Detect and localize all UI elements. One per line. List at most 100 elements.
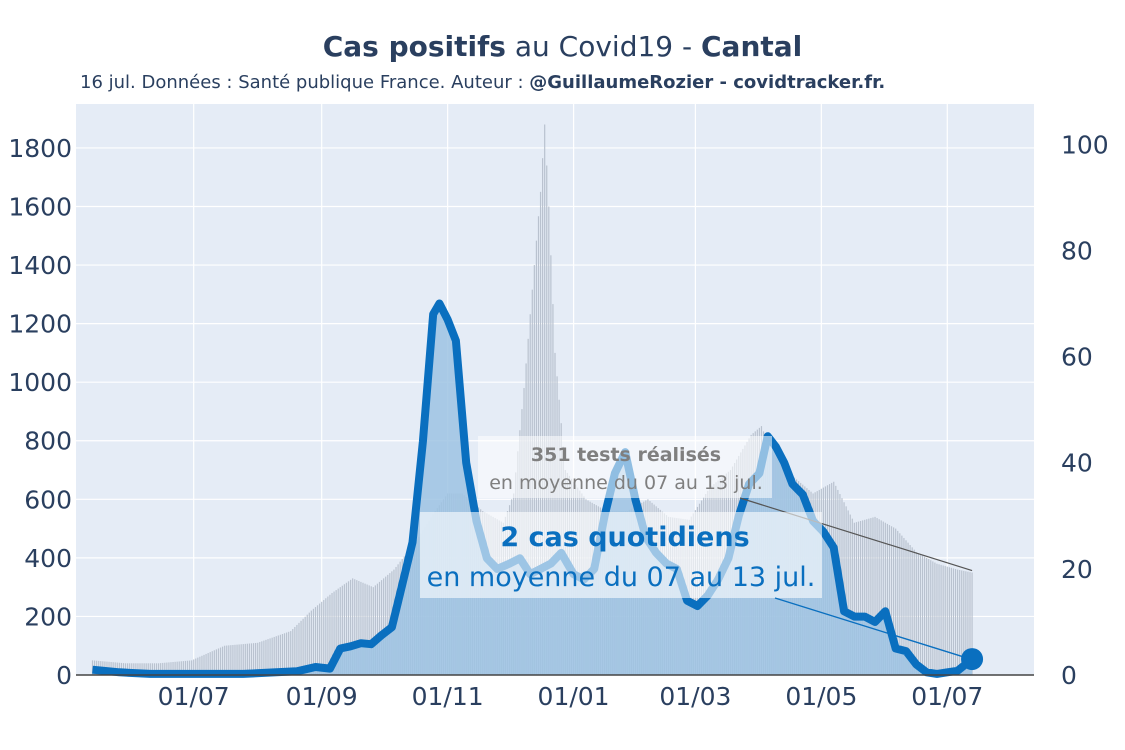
cases-annotation-box <box>420 512 822 598</box>
tests-bar <box>279 634 282 675</box>
tests-bar <box>232 644 234 675</box>
tests-bar <box>160 663 162 675</box>
tests-bar <box>851 518 853 675</box>
tests-bar <box>219 647 222 675</box>
tests-bar <box>145 663 147 675</box>
tests-bar <box>252 643 255 675</box>
tests-bar <box>895 528 897 675</box>
tests-bar <box>337 588 339 675</box>
tests-bar <box>205 653 207 675</box>
tests-bar <box>312 608 315 675</box>
subtitle-text: 16 jul. Données : Santé publique France.… <box>80 72 530 93</box>
tests-bar <box>872 517 874 675</box>
tests-bar <box>917 553 919 675</box>
tests-bar <box>356 580 358 675</box>
tests-bar <box>255 642 257 675</box>
y-left-tick-label: 0 <box>56 661 72 690</box>
tests-bar <box>542 158 544 675</box>
tests-bar <box>316 605 319 675</box>
tests-bar <box>967 571 969 675</box>
tests-bar <box>164 662 166 675</box>
tests-bar <box>283 633 286 675</box>
tests-bar <box>149 663 151 675</box>
tests-bar <box>135 663 137 675</box>
tests-bar <box>364 583 366 675</box>
tests-bar <box>539 191 542 675</box>
tests-bar <box>188 660 191 675</box>
cases-latest-point <box>961 648 984 671</box>
tests-bar <box>909 544 911 675</box>
y-left-tick-label: 1000 <box>8 368 72 397</box>
tests-bar <box>259 642 261 675</box>
tests-bar <box>296 624 298 675</box>
tests-bar <box>285 632 288 675</box>
tests-bar <box>139 663 141 675</box>
tests-bar <box>926 557 928 675</box>
tests-bar <box>942 565 944 675</box>
tests-bar <box>178 661 180 675</box>
tests-bar <box>261 641 263 675</box>
tests-bar <box>946 566 948 675</box>
tests-bar <box>298 622 300 675</box>
tests-bar <box>277 635 279 675</box>
title-region-part: Cantal <box>701 30 803 63</box>
tests-bar <box>921 555 924 675</box>
tests-bar <box>849 514 851 675</box>
tests-bar <box>215 649 217 675</box>
tests-bar <box>527 338 529 675</box>
tests-bar <box>269 638 271 675</box>
tests-bar <box>310 610 312 675</box>
tests-bar <box>928 559 930 675</box>
y-left-tick-label: 800 <box>24 427 72 456</box>
y-right-tick-label: 60 <box>1061 343 1093 372</box>
x-axis-ticks: 01/07 01/09 01/11 01/01 01/03 01/05 01/07 <box>158 682 984 711</box>
tests-bar <box>385 576 387 675</box>
tests-bar <box>230 645 232 675</box>
y-axis-right-ticks: 0 20 40 60 80 100 <box>1061 130 1109 690</box>
tests-bar <box>151 663 153 675</box>
tests-bar <box>308 612 310 675</box>
tests-bar <box>203 654 205 675</box>
y-left-tick-label: 400 <box>24 544 72 573</box>
tests-bar <box>903 537 905 675</box>
tests-bar <box>155 663 158 675</box>
tests-bar <box>234 644 236 675</box>
tests-bar <box>387 574 389 675</box>
tests-bar <box>370 586 372 675</box>
x-tick-label: 01/11 <box>412 682 484 711</box>
tests-bar <box>868 518 870 675</box>
tests-bar <box>907 542 909 675</box>
tests-bar <box>934 562 936 675</box>
tests-bar <box>888 525 891 675</box>
tests-bar <box>157 663 160 675</box>
tests-bar <box>897 530 899 675</box>
tests-bar <box>343 584 346 675</box>
tests-bar <box>969 572 971 675</box>
tests-bar <box>961 570 963 675</box>
x-tick-label: 01/03 <box>659 682 731 711</box>
tests-bar <box>349 579 352 675</box>
tests-bar <box>292 629 294 675</box>
tests-bar <box>288 631 290 675</box>
x-tick-label: 01/05 <box>785 682 857 711</box>
tests-bar <box>855 522 858 675</box>
cases-annotation: 2 cas quotidiens en moyenne du 07 au 13 … <box>420 512 965 658</box>
tests-bar <box>948 567 950 675</box>
tests-bar <box>321 601 323 675</box>
tests-bar <box>899 533 901 675</box>
tests-bar <box>884 522 886 675</box>
tests-bar <box>847 510 849 675</box>
tests-bar <box>944 566 946 675</box>
tests-bar <box>213 650 215 675</box>
tests-bar <box>240 644 242 675</box>
x-tick-label: 01/07 <box>911 682 983 711</box>
tests-bar <box>302 618 304 675</box>
tests-bar <box>859 520 862 675</box>
tests-bar <box>263 640 265 675</box>
tests-annotation-arrow <box>739 497 973 572</box>
tests-bar <box>147 663 149 675</box>
tests-bar <box>866 519 868 675</box>
tests-bar <box>862 520 864 675</box>
tests-bar <box>236 644 238 675</box>
